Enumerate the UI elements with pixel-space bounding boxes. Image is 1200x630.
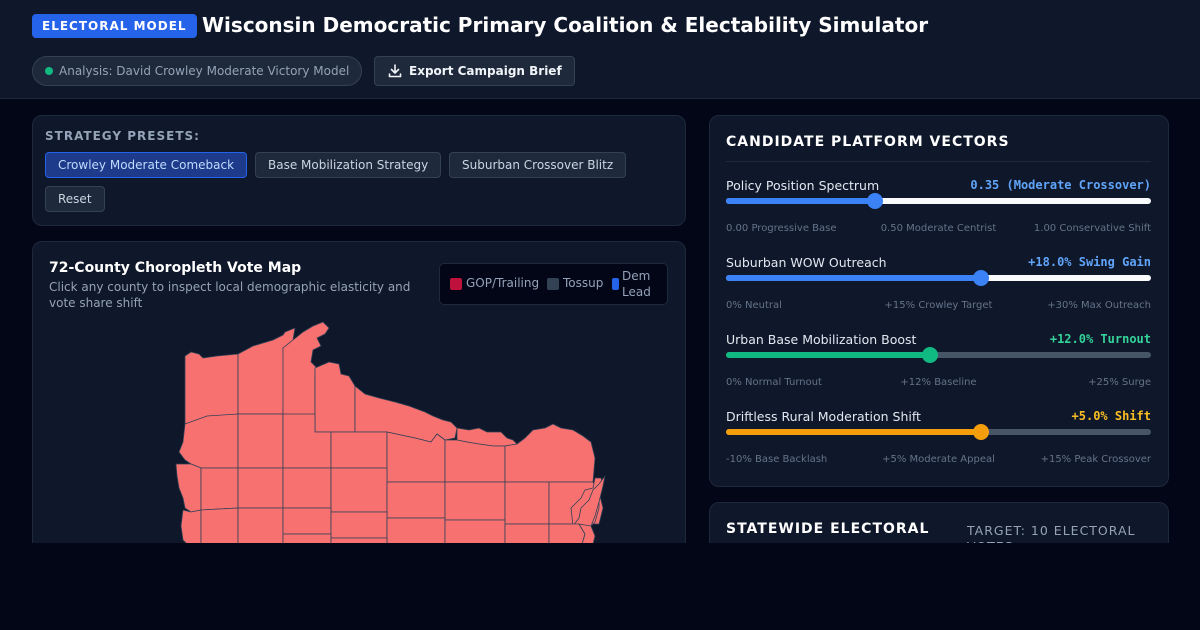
- slider-track[interactable]: [726, 347, 1151, 363]
- legend-swatch-gop: [450, 278, 462, 290]
- slider-fill: [726, 352, 930, 358]
- slider-1[interactable]: Suburban WOW Outreach +18.0% Swing Gain 0%…: [726, 255, 1151, 325]
- slider-fill: [726, 198, 875, 204]
- county-taylor: [282, 467, 332, 509]
- county-menominee: [504, 481, 550, 525]
- county-clark: [282, 507, 332, 535]
- slider-tick-label: +15% Peak Crossover: [1040, 454, 1151, 465]
- status-dot-icon: [45, 67, 53, 75]
- analysis-label: Analysis: David Crowley Moderate Victory…: [59, 64, 350, 78]
- slider-label: Policy Position Spectrum: [726, 178, 880, 193]
- county-marathon: [330, 511, 388, 539]
- county-oneida: [386, 431, 446, 483]
- slider-tick-label: +12% Baseline: [900, 377, 977, 388]
- slider-tick-label: 0% Neutral: [726, 300, 782, 311]
- export-campaign-brief-button[interactable]: Export Campaign Brief: [374, 56, 575, 86]
- county-washburn: [237, 413, 284, 469]
- county-langlade: [386, 481, 446, 519]
- slider-label: Urban Base Mobilization Boost: [726, 332, 917, 347]
- county-oconto: [444, 481, 506, 521]
- county-polk: [175, 463, 202, 513]
- county-price: [330, 431, 388, 469]
- slider-tick-label: +30% Max Outreach: [1047, 300, 1151, 311]
- model-badge: ELECTORAL MODEL: [32, 14, 197, 38]
- slider-thumb[interactable]: [922, 347, 938, 363]
- slider-0[interactable]: Policy Position Spectrum 0.35 (Moderate C…: [726, 178, 1151, 248]
- export-label: Export Campaign Brief: [409, 64, 562, 78]
- reset-button[interactable]: Reset: [45, 186, 105, 212]
- county-lincoln: [330, 467, 388, 513]
- slider-value: +12.0% Turnout: [1049, 332, 1151, 346]
- county-chippewa: [237, 507, 284, 545]
- slider-tick-label: -10% Base Backlash: [726, 454, 828, 465]
- app-header: ELECTORAL MODEL Wisconsin Democratic Pri…: [0, 0, 1200, 99]
- slider-thumb[interactable]: [866, 193, 883, 209]
- county-douglas: [184, 351, 239, 425]
- presets-label: STRATEGY PRESETS:: [45, 129, 200, 143]
- county-map-panel: 72-County Choropleth Vote Map Click any …: [32, 241, 686, 583]
- map-legend: GOP/Trailing Tossup Dem Lead: [439, 263, 668, 305]
- map-title: 72-County Choropleth Vote Map: [49, 260, 302, 276]
- viewport-bottom: [0, 543, 1200, 630]
- slider-track[interactable]: [726, 270, 1151, 286]
- slider-thumb[interactable]: [973, 270, 989, 286]
- download-icon: [388, 64, 402, 78]
- slider-tick-label: +15% Crowley Target: [884, 300, 993, 311]
- slider-tick-label: +5% Moderate Appeal: [882, 454, 995, 465]
- slider-track[interactable]: [726, 193, 1151, 209]
- slider-label: Suburban WOW Outreach: [726, 255, 887, 270]
- county-marinette: [504, 423, 596, 483]
- electoral-title: STATEWIDE ELECTORAL: [726, 521, 930, 537]
- preset-suburban-crossover[interactable]: Suburban Crossover Blitz: [449, 152, 627, 178]
- legend-swatch-tossup: [547, 278, 559, 290]
- page-title: Wisconsin Democratic Primary Coalition &…: [202, 13, 929, 37]
- county-rusk: [237, 467, 284, 509]
- platform-vectors-panel: CANDIDATE PLATFORM VECTORS Policy Positi…: [709, 115, 1169, 487]
- slider-thumb[interactable]: [973, 424, 989, 440]
- county-iron: [314, 361, 356, 433]
- vectors-divider: [726, 161, 1151, 162]
- slider-3[interactable]: Driftless Rural Moderation Shift +5.0% Sh…: [726, 409, 1151, 479]
- slider-track[interactable]: [726, 424, 1151, 440]
- slider-fill: [726, 429, 981, 435]
- slider-value: +5.0% Shift: [1071, 409, 1151, 423]
- county-barron: [200, 467, 239, 511]
- strategy-presets-panel: STRATEGY PRESETS: Crowley Moderate Comeb…: [32, 115, 686, 226]
- legend-swatch-dem: [612, 278, 619, 290]
- wisconsin-county-map[interactable]: [133, 312, 633, 582]
- slider-tick-label: 0.50 Moderate Centrist: [880, 223, 997, 234]
- slider-2[interactable]: Urban Base Mobilization Boost +12.0% Turn…: [726, 332, 1151, 402]
- vectors-title: CANDIDATE PLATFORM VECTORS: [726, 134, 1010, 150]
- analysis-status-pill[interactable]: Analysis: David Crowley Moderate Victory…: [32, 56, 363, 86]
- slider-fill: [726, 275, 981, 281]
- slider-value: +18.0% Swing Gain: [1028, 255, 1151, 269]
- slider-label: Driftless Rural Moderation Shift: [726, 409, 921, 424]
- legend-label-gop: GOP/Trailing: [466, 276, 540, 290]
- slider-tick-label: +25% Surge: [1088, 377, 1151, 388]
- slider-tick-label: 1.00 Conservative Shift: [1033, 223, 1151, 234]
- map-subtitle: Click any county to inspect local demogr…: [49, 280, 411, 310]
- county-dunn: [200, 507, 239, 549]
- preset-crowley-moderate-comeback[interactable]: Crowley Moderate Comeback: [45, 152, 248, 178]
- slider-tick-label: 0.00 Progressive Base: [726, 223, 837, 234]
- slider-tick-label: 0% Normal Turnout: [726, 377, 822, 388]
- legend-label-dem: Dem Lead: [622, 269, 651, 299]
- county-forest: [444, 439, 506, 483]
- legend-label-tossup: Tossup: [563, 276, 604, 290]
- preset-base-mobilization[interactable]: Base Mobilization Strategy: [255, 152, 442, 178]
- slider-value: 0.35 (Moderate Crossover): [970, 178, 1151, 192]
